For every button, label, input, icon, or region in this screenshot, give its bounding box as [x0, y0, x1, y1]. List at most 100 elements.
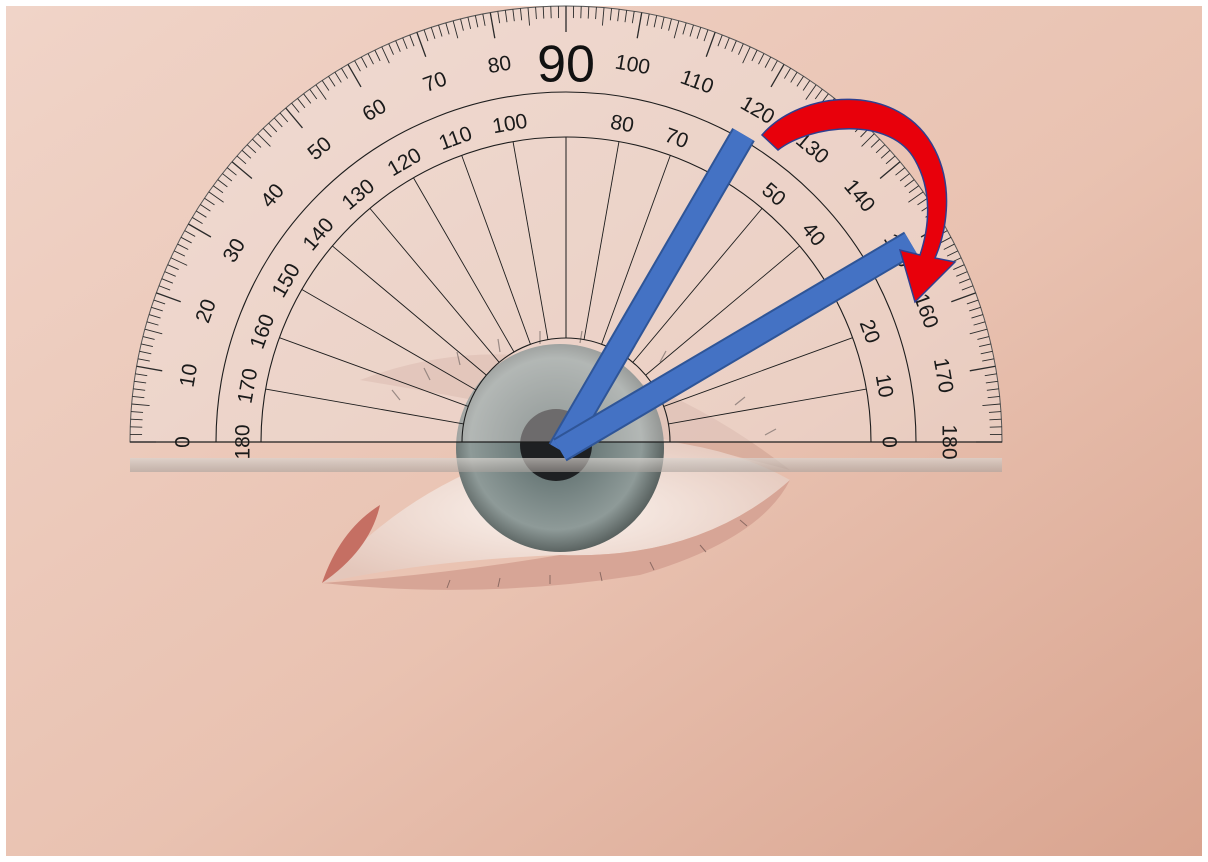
tick-mark: [731, 40, 737, 52]
tick-mark: [861, 133, 875, 147]
tick-mark: [527, 7, 531, 26]
tick-mark: [875, 144, 886, 154]
tick-mark: [262, 128, 272, 138]
tick-mark: [770, 64, 785, 88]
tick-mark: [200, 204, 211, 212]
tick-mark: [167, 264, 179, 270]
tick-mark: [956, 271, 968, 277]
tick-mark: [217, 179, 228, 188]
tick-mark: [467, 17, 472, 29]
tick-mark: [132, 395, 145, 399]
tick-mark: [980, 350, 993, 355]
tick-mark: [885, 155, 896, 165]
tick-mark: [802, 80, 811, 91]
tick-mark: [144, 328, 163, 335]
tick-mark: [636, 12, 643, 39]
tick-mark: [367, 53, 374, 65]
tick-mark: [231, 161, 253, 179]
protractor-90-label: 90: [537, 36, 595, 94]
tick-mark: [222, 173, 233, 182]
tick-mark: [673, 20, 680, 39]
tick-mark: [758, 53, 765, 65]
tick-mark: [309, 89, 318, 100]
tick-mark: [158, 285, 171, 291]
tick-mark: [943, 243, 955, 250]
tick-mark: [742, 46, 751, 64]
tick-mark: [696, 27, 702, 39]
tick-mark: [146, 321, 159, 326]
tick-mark: [156, 292, 181, 303]
tick-mark: [870, 138, 880, 148]
radial-line: [512, 141, 549, 340]
tick-mark: [724, 37, 730, 50]
tick-mark: [341, 68, 349, 79]
tick-mark: [899, 173, 910, 182]
arm-2: [554, 233, 917, 460]
tick-mark: [805, 84, 817, 100]
tick-mark: [297, 98, 306, 109]
radial-line: [583, 141, 620, 340]
inner-scale-label: 80: [609, 111, 636, 138]
tick-mark: [966, 299, 979, 305]
tick-mark: [961, 285, 974, 291]
tick-mark: [879, 161, 901, 179]
tick-mark: [246, 144, 257, 154]
tick-mark: [668, 18, 672, 31]
tick-mark: [814, 89, 823, 100]
tick-mark: [751, 49, 758, 62]
inner-scale-label: 180: [232, 424, 255, 459]
tick-mark: [252, 138, 262, 148]
tick-mark: [142, 336, 155, 340]
tick-mark: [161, 278, 174, 284]
tick-mark: [982, 358, 995, 362]
tick-mark: [173, 250, 186, 257]
tick-mark: [601, 7, 605, 26]
tick-mark: [977, 336, 990, 340]
tick-mark: [705, 32, 716, 57]
outer-scale-label: 180: [937, 424, 960, 459]
tick-mark: [334, 72, 342, 83]
radial-line: [332, 245, 487, 376]
inner-scale-label: 0: [877, 436, 900, 448]
tick-mark: [388, 43, 394, 55]
tick-mark: [969, 328, 988, 335]
tick-mark: [226, 167, 237, 176]
tick-mark: [519, 8, 523, 21]
protractor-base-strip: [130, 458, 1002, 472]
tick-mark: [131, 411, 144, 413]
tick-mark: [134, 380, 147, 384]
tick-mark: [984, 373, 997, 377]
radial-line: [301, 289, 477, 391]
tick-mark: [790, 72, 798, 83]
radial-line: [265, 388, 464, 425]
tick-mark: [452, 20, 459, 39]
tick-mark: [940, 236, 952, 244]
tick-mark: [130, 418, 143, 421]
outer-scale-label: 0: [172, 436, 195, 448]
tick-mark: [917, 197, 928, 206]
tick-mark: [609, 8, 613, 21]
tick-mark: [445, 22, 450, 35]
tick-mark: [291, 102, 300, 113]
tick-mark: [360, 56, 368, 68]
tick-mark: [268, 122, 278, 133]
radial-line: [369, 208, 500, 363]
tick-mark: [682, 22, 687, 35]
tick-mark: [236, 155, 247, 165]
outer-scale-label: 10: [176, 362, 203, 389]
tick-mark: [738, 43, 744, 55]
tick-mark: [631, 11, 635, 24]
tick-mark: [141, 343, 153, 348]
tick-mark: [184, 230, 196, 237]
tick-mark: [196, 210, 207, 218]
tick-mark: [131, 403, 150, 407]
tick-mark: [771, 60, 778, 72]
tick-mark: [703, 29, 709, 42]
tick-mark: [482, 13, 486, 26]
tick-mark: [969, 365, 996, 372]
angle-arms: [548, 128, 918, 462]
tick-mark: [653, 15, 658, 28]
tick-mark: [328, 76, 336, 87]
